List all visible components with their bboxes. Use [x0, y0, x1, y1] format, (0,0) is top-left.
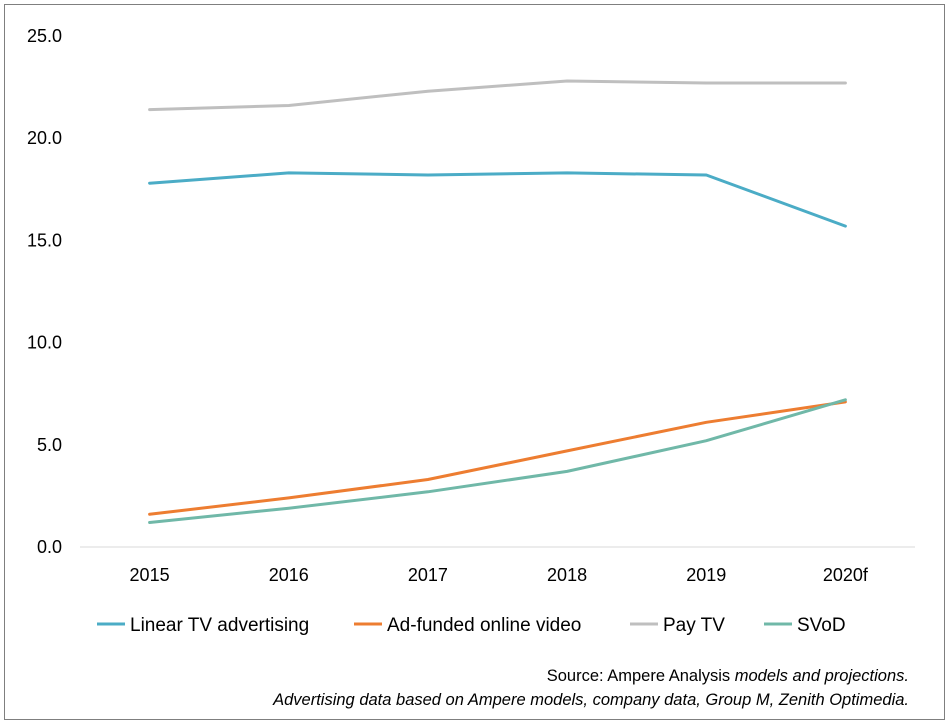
source-italic: models and projections.	[734, 667, 909, 685]
y-tick-label: 0.0	[37, 537, 62, 557]
series-lines	[148, 79, 847, 524]
source-note: Source: Ampere Analysis models and proje…	[273, 664, 909, 712]
series-line-linear-tv-advertising	[148, 171, 847, 228]
y-tick-label: 20.0	[27, 128, 62, 148]
x-tick-label: 2018	[547, 565, 587, 585]
y-tick-label: 15.0	[27, 230, 62, 250]
x-axis-ticks: 2015 2016 2017 2018 2019 2020f	[130, 565, 869, 585]
chart-frame	[4, 4, 945, 720]
legend-label: Ad-funded online video	[387, 615, 581, 636]
y-tick-label: 25.0	[27, 26, 62, 46]
y-tick-label: 10.0	[27, 333, 62, 353]
y-axis-ticks: 0.0 5.0 10.0 15.0 20.0 25.0	[27, 26, 62, 557]
y-tick-label: 5.0	[37, 435, 62, 455]
legend: Linear TV advertising Ad-funded online vi…	[97, 615, 846, 636]
source-line-1: Source: Ampere Analysis models and proje…	[273, 664, 909, 688]
source-prefix: Source: Ampere Analysis	[546, 667, 735, 685]
legend-label: Linear TV advertising	[130, 615, 309, 636]
series-line-pay-tv	[148, 79, 847, 112]
x-tick-label: 2017	[408, 565, 448, 585]
x-tick-label: 2016	[269, 565, 309, 585]
series-line-svod	[148, 398, 847, 524]
series-line-ad-funded-online-video	[148, 400, 847, 516]
x-tick-label: 2019	[686, 565, 726, 585]
legend-label: Pay TV	[663, 615, 725, 636]
source-line-2: Advertising data based on Ampere models,…	[273, 691, 909, 709]
x-tick-label: 2015	[130, 565, 170, 585]
legend-label: SVoD	[797, 615, 846, 636]
x-tick-label: 2020f	[823, 565, 869, 585]
